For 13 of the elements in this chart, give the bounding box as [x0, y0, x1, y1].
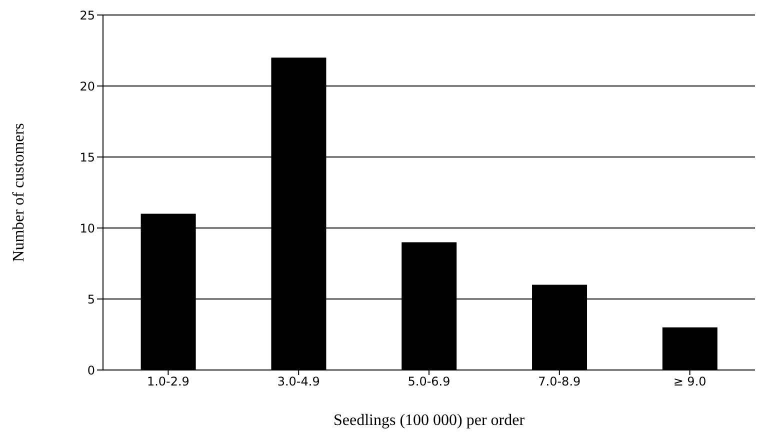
- y-tick-label: 15: [80, 150, 95, 164]
- y-tick-label: 0: [87, 363, 95, 378]
- x-tick-label: 5.0-6.9: [408, 374, 450, 389]
- y-tick-label: 10: [80, 221, 95, 236]
- x-tick-label: 1.0-2.9: [146, 374, 190, 389]
- y-tick-label: 25: [80, 8, 95, 22]
- y-axis-title: Number of customers: [10, 123, 28, 262]
- x-tick-label: 3.0-4.9: [277, 374, 320, 389]
- y-tick-label: 5: [87, 292, 95, 306]
- y-tick-label: 20: [80, 79, 95, 94]
- x-tick-label: ≥ 9.0: [673, 374, 706, 389]
- x-axis-title: Seedlings (100 000) per order: [333, 412, 526, 429]
- x-tick-label: 7.0-8.9: [538, 374, 581, 389]
